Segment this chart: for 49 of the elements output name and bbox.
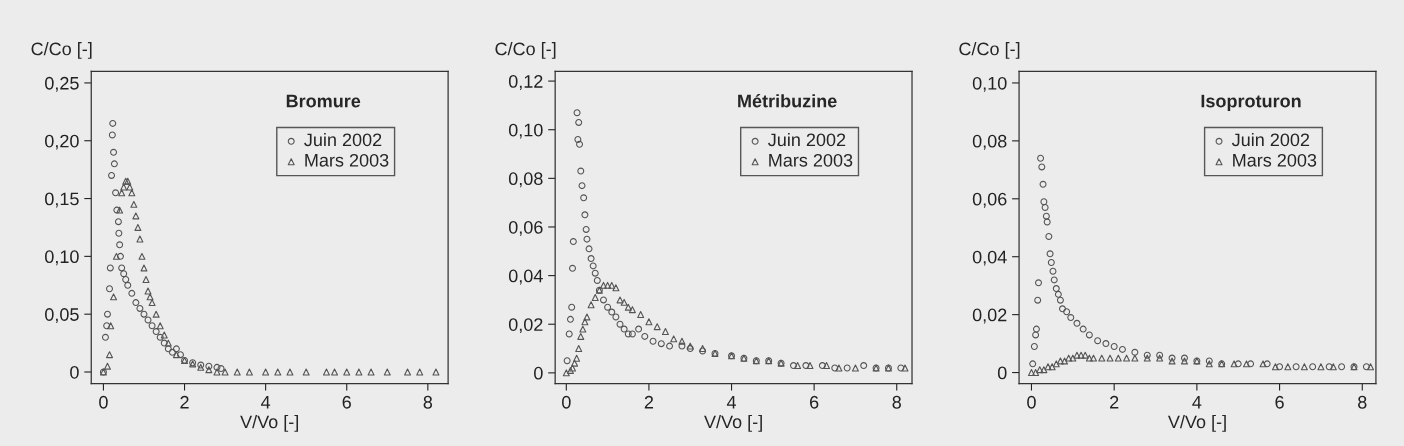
y-tick-label: 0,10 xyxy=(45,250,79,266)
x-tick-label: 8 xyxy=(892,395,901,409)
y-tick-label: 0 xyxy=(70,365,79,379)
x-tick-label: 2 xyxy=(180,395,189,409)
y-axis-title: C/Co [-] xyxy=(959,42,1020,59)
y-tick-label: 0,04 xyxy=(972,250,1007,266)
y-tick-label: 0,10 xyxy=(972,76,1007,92)
y-tick-label: 0,08 xyxy=(972,134,1007,150)
y-tick-label: 0,02 xyxy=(972,308,1007,324)
y-tick-label: 0,02 xyxy=(508,318,543,334)
x-tick-label: 4 xyxy=(726,396,737,409)
legend-label: Juin 2002 xyxy=(1231,132,1310,147)
legend-label: Mars 2003 xyxy=(769,153,853,167)
text: Bromure xyxy=(286,94,361,108)
y-axis-title: C/Co [-] xyxy=(495,42,556,59)
x-tick-label: 0 xyxy=(99,395,108,409)
y-tick-label: 0,15 xyxy=(45,192,79,208)
y-tick-label: 0,06 xyxy=(508,220,543,236)
y-tick-label: 0 xyxy=(997,366,1007,380)
x-axis-title: V/Vo [-] xyxy=(1167,414,1226,432)
x-tick-label: 0 xyxy=(562,395,571,409)
y-tick-label: 0,10 xyxy=(508,123,543,139)
text: Métribuzine xyxy=(738,94,837,108)
y-tick-label: 0,08 xyxy=(508,172,543,188)
x-tick-label: 4 xyxy=(261,396,271,409)
y-axis-title: C/Co [-] xyxy=(31,42,92,59)
y-tick-label: 0,04 xyxy=(508,269,543,285)
y-tick-label: 0,05 xyxy=(45,308,79,324)
y-tick-label: 0,06 xyxy=(972,192,1007,208)
y-tick-label: 0,20 xyxy=(45,134,79,150)
y-tick-label: 0,25 xyxy=(45,76,79,92)
x-tick-label: 0 xyxy=(1027,395,1036,409)
x-tick-label: 6 xyxy=(342,395,351,409)
legend-label: Juin 2002 xyxy=(768,132,846,147)
x-tick-label: 6 xyxy=(1275,395,1284,409)
x-tick-label: 8 xyxy=(423,395,433,409)
x-tick-label: 2 xyxy=(1110,395,1119,409)
x-tick-label: 2 xyxy=(644,395,654,409)
y-tick-label: 0 xyxy=(534,366,543,380)
x-tick-label: 8 xyxy=(1358,395,1367,409)
text: Isoproturon xyxy=(1201,94,1301,111)
x-axis-title: V/Vo [-] xyxy=(704,414,762,432)
x-tick-label: 6 xyxy=(810,395,819,409)
x-tick-label: 4 xyxy=(1192,396,1202,409)
legend-label: Mars 2003 xyxy=(305,153,389,167)
y-tick-label: 0,12 xyxy=(508,75,543,90)
x-axis-title: V/Vo [-] xyxy=(240,414,299,432)
legend-label: Juin 2002 xyxy=(304,132,382,147)
legend-label: Mars 2003 xyxy=(1233,153,1317,167)
